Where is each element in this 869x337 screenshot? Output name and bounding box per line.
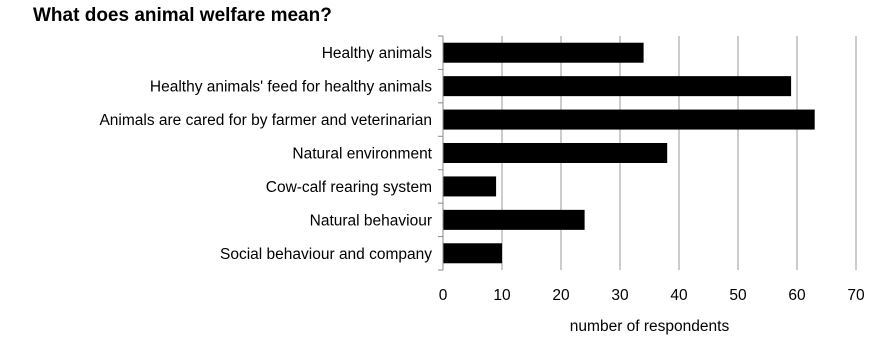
bar xyxy=(443,109,815,130)
axes xyxy=(438,35,444,271)
bar xyxy=(443,243,502,264)
x-tick-label: 0 xyxy=(439,287,448,304)
bar xyxy=(443,143,668,163)
bar xyxy=(443,176,497,197)
category-label: Natural environment xyxy=(292,146,432,163)
x-tick-label: 60 xyxy=(788,287,806,304)
x-tick-label: 50 xyxy=(729,287,747,304)
x-tick-label: 40 xyxy=(670,287,688,304)
category-label: Healthy animals' feed for healthy animal… xyxy=(150,79,432,96)
bar xyxy=(443,209,585,230)
x-tick-label: 30 xyxy=(611,287,629,304)
tick-labels: 0 10 20 30 40 50 60 70 xyxy=(439,287,865,304)
x-tick-label: 20 xyxy=(552,287,570,304)
category-label: Natural behaviour xyxy=(310,212,432,229)
bar xyxy=(443,76,792,97)
category-label: Animals are cared for by farmer and vete… xyxy=(99,112,432,129)
chart-title: What does animal welfare mean? xyxy=(33,5,332,26)
category-label: Cow-calf rearing system xyxy=(266,179,432,196)
x-axis-title: number of respondents xyxy=(570,318,730,335)
x-tick-label: 70 xyxy=(847,287,865,304)
bars xyxy=(443,42,815,264)
category-labels: Healthy animals Healthy animals' feed for… xyxy=(99,45,432,263)
category-label: Healthy animals xyxy=(322,45,433,62)
category-label: Social behaviour and company xyxy=(220,246,432,263)
bar xyxy=(443,42,644,63)
x-tick-label: 10 xyxy=(493,287,511,304)
